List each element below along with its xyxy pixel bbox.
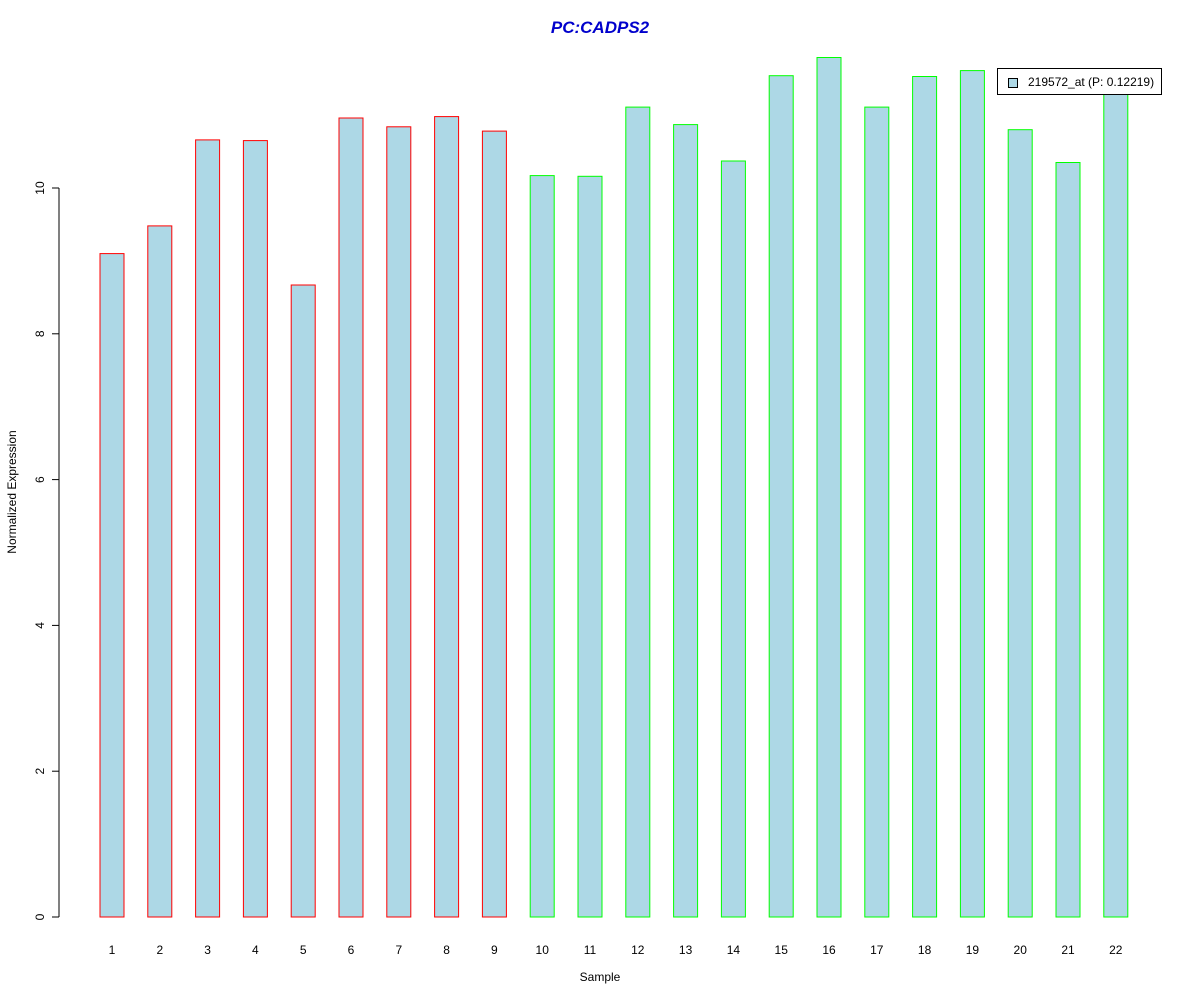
x-tick-label-18: 18 bbox=[918, 943, 932, 957]
bar-18 bbox=[913, 77, 937, 918]
bar-1 bbox=[100, 254, 124, 917]
x-tick-label-20: 20 bbox=[1014, 943, 1028, 957]
x-tick-label-4: 4 bbox=[252, 943, 259, 957]
bar-21 bbox=[1056, 163, 1080, 918]
bar-3 bbox=[196, 140, 220, 917]
x-tick-label-3: 3 bbox=[204, 943, 211, 957]
x-tick-label-17: 17 bbox=[870, 943, 884, 957]
y-axis: 0 2 4 6 8 10 bbox=[33, 181, 59, 920]
x-tick-label-21: 21 bbox=[1061, 943, 1075, 957]
x-tick-label-16: 16 bbox=[822, 943, 836, 957]
x-tick-label-22: 22 bbox=[1109, 943, 1123, 957]
x-tick-label-8: 8 bbox=[443, 943, 450, 957]
x-tick-label-1: 1 bbox=[109, 943, 116, 957]
bar-14 bbox=[721, 161, 745, 917]
x-tick-label-10: 10 bbox=[536, 943, 550, 957]
bar-12 bbox=[626, 107, 650, 917]
bar-17 bbox=[865, 107, 889, 917]
bar-8 bbox=[435, 117, 459, 917]
y-tick-label: 0 bbox=[33, 913, 47, 920]
bar-5 bbox=[291, 285, 315, 917]
bar-4 bbox=[243, 141, 267, 917]
x-tick-label-14: 14 bbox=[727, 943, 741, 957]
bar-16 bbox=[817, 58, 841, 918]
bar-7 bbox=[387, 127, 411, 917]
x-tick-label-5: 5 bbox=[300, 943, 307, 957]
bar-2 bbox=[148, 226, 172, 917]
x-tick-labels: 1 2 3 4 5 6 7 8 9 10 11 12 13 14 15 16 17 18 19 20 21 22 bbox=[109, 943, 1123, 957]
bar-13 bbox=[674, 125, 698, 917]
y-tick-label: 10 bbox=[33, 181, 47, 195]
bar-10 bbox=[530, 176, 554, 917]
x-tick-label-9: 9 bbox=[491, 943, 498, 957]
bar-6 bbox=[339, 118, 363, 917]
bar-9 bbox=[482, 131, 506, 917]
y-tick-label: 6 bbox=[33, 476, 47, 483]
x-tick-label-11: 11 bbox=[584, 943, 597, 957]
y-tick-label: 4 bbox=[33, 622, 47, 629]
legend-label: 219572_at (P: 0.12219) bbox=[1028, 75, 1154, 89]
x-tick-label-15: 15 bbox=[775, 943, 789, 957]
bar-22 bbox=[1104, 93, 1128, 918]
x-tick-label-12: 12 bbox=[631, 943, 645, 957]
y-tick-label: 2 bbox=[33, 768, 47, 775]
x-tick-label-6: 6 bbox=[348, 943, 355, 957]
x-tick-label-7: 7 bbox=[395, 943, 402, 957]
legend-swatch bbox=[1008, 78, 1018, 88]
x-tick-label-13: 13 bbox=[679, 943, 693, 957]
bar-20 bbox=[1008, 130, 1032, 917]
bar-19 bbox=[960, 71, 984, 917]
bar-11 bbox=[578, 176, 602, 917]
bar-15 bbox=[769, 76, 793, 917]
x-axis-label: Sample bbox=[0, 970, 1200, 984]
x-tick-label-2: 2 bbox=[156, 943, 163, 957]
x-tick-label-19: 19 bbox=[966, 943, 980, 957]
y-axis-label: Normalized Expression bbox=[5, 430, 19, 553]
bars-group bbox=[100, 58, 1128, 918]
y-tick-label: 8 bbox=[33, 330, 47, 337]
legend: 219572_at (P: 0.12219) bbox=[997, 68, 1162, 95]
chart-title: PC:CADPS2 bbox=[0, 18, 1200, 38]
